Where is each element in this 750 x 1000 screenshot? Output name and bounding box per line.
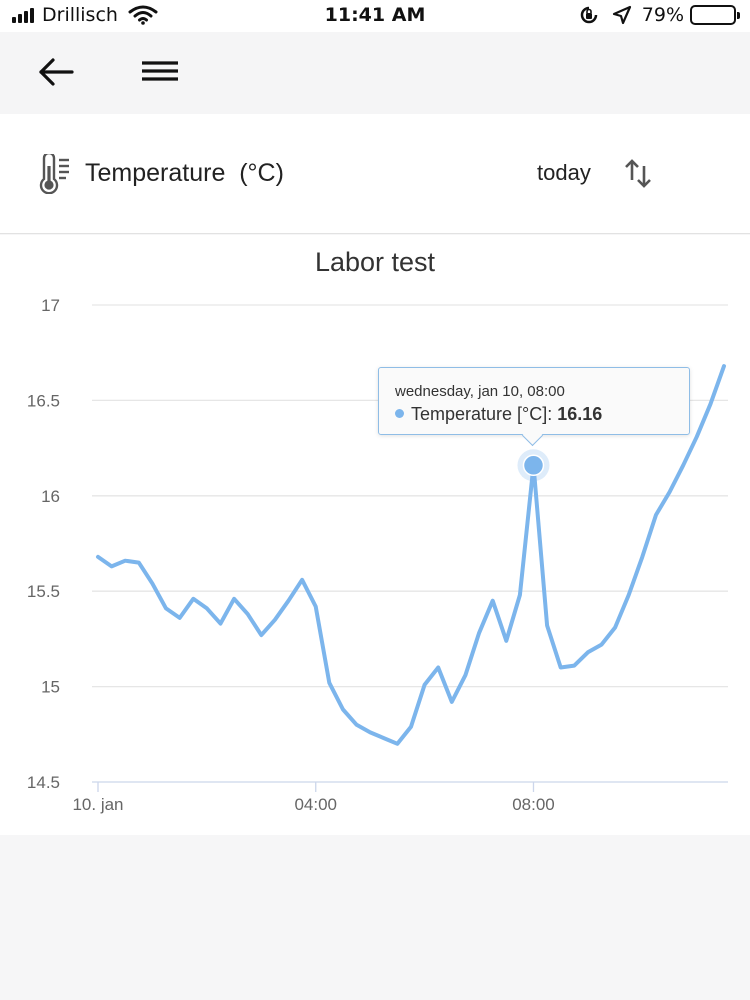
hamburger-menu-icon <box>142 61 178 81</box>
tooltip-series-label: Temperature [°C]: <box>411 404 553 424</box>
tooltip-date: wednesday, jan 10, 08:00 <box>395 383 565 400</box>
wifi-icon <box>128 5 158 25</box>
series-dot-icon <box>395 409 404 418</box>
temperature-series <box>96 364 726 746</box>
time-range-selector[interactable]: today <box>537 160 591 185</box>
battery-icon <box>690 5 740 25</box>
x-tick-label: 08:00 <box>512 795 555 814</box>
tooltip-value: 16.16 <box>557 404 603 424</box>
sort-arrows-icon[interactable] <box>620 156 660 192</box>
hover-marker <box>517 449 550 482</box>
y-tick-label: 17 <box>41 296 60 315</box>
orientation-lock-icon <box>580 6 598 24</box>
y-tick-label: 14.5 <box>27 773 60 792</box>
metric-title: Temperature (°C) <box>85 159 284 187</box>
x-tick-label: 10. jan <box>72 795 123 814</box>
chart-card: Labor test 17 16.5 16 15.5 15 14.5 10. jan 04:… <box>0 235 750 835</box>
y-tick-label: 16 <box>41 487 60 506</box>
y-tick-label: 15 <box>41 678 60 697</box>
chart-grid <box>92 304 728 688</box>
location-icon <box>612 5 631 25</box>
y-tick-label: 15.5 <box>27 582 60 601</box>
y-tick-label: 16.5 <box>27 391 60 410</box>
x-axis: 10. jan 04:00 08:00 <box>72 781 728 814</box>
chart-title: Labor test <box>315 247 436 277</box>
back-button[interactable] <box>34 52 78 92</box>
nav-bar <box>0 32 750 114</box>
battery-percent: 79% <box>641 4 684 26</box>
y-axis: 17 16.5 16 15.5 15 14.5 <box>27 296 60 792</box>
temperature-chart: Labor test 17 16.5 16 15.5 15 14.5 10. jan 04:… <box>27 247 728 814</box>
status-bar: Drillisch 11:41 AM 79% <box>0 0 750 32</box>
tooltip-series: Temperature [°C]: 16.16 <box>395 404 602 425</box>
arrow-left-icon <box>39 58 74 86</box>
data-tooltip: wednesday, jan 10, 08:00 Temperature [°C… <box>378 367 690 435</box>
hover-point <box>522 454 545 477</box>
status-right: 79% <box>578 4 740 26</box>
metric-header: Temperature (°C) today <box>0 114 750 234</box>
carrier-name: Drillisch <box>42 4 118 26</box>
menu-button[interactable] <box>138 52 182 92</box>
signal-strength-icon <box>12 7 36 23</box>
series-line <box>96 364 726 746</box>
status-left: Drillisch <box>12 4 158 26</box>
thermometer-icon <box>39 154 69 194</box>
x-tick-label: 04:00 <box>294 795 337 814</box>
status-time: 11:41 AM <box>324 4 426 26</box>
